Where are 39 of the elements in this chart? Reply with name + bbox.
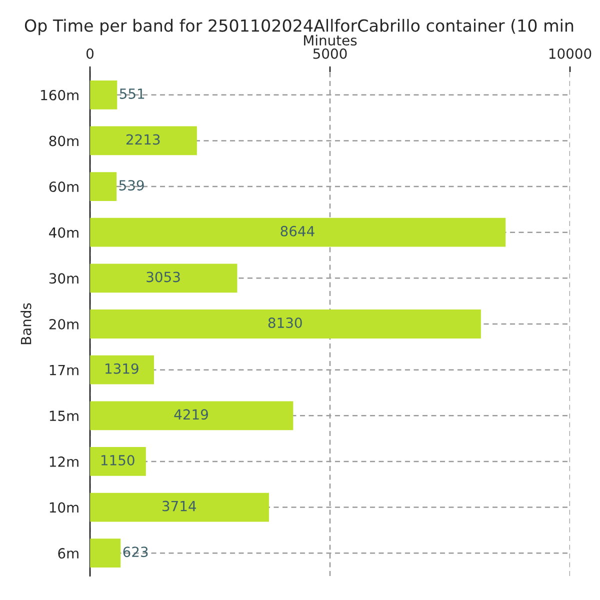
x-tick-label: 0 <box>86 48 94 59</box>
y-tick-label: 80m <box>49 136 78 146</box>
data-label: 1150 <box>101 454 134 466</box>
data-label: 551 <box>120 88 144 99</box>
bar <box>90 447 146 476</box>
bar <box>90 401 294 430</box>
bar <box>90 126 197 156</box>
y-tick-label: 15m <box>50 410 78 422</box>
bar <box>90 172 117 201</box>
bar <box>90 355 154 384</box>
bar <box>90 80 118 110</box>
data-label: 2213 <box>126 134 160 145</box>
y-tick-label: 12m <box>50 456 78 467</box>
data-label: 4219 <box>174 409 208 420</box>
x-tick-label: 5000 <box>313 48 347 59</box>
y-tick-label: 60m <box>49 182 78 192</box>
bar <box>90 538 121 568</box>
data-label: 8644 <box>280 226 314 236</box>
bar <box>90 264 238 293</box>
chart-title: Op Time per band for 2501102024AllforCabrillo container (10 min <box>24 18 574 36</box>
y-tick-label: 17m <box>50 364 78 376</box>
bar <box>90 310 481 338</box>
y-axis-title: Bands <box>20 303 32 344</box>
data-label: 8130 <box>268 318 302 328</box>
data-label: 3714 <box>162 500 196 512</box>
y-tick-label: 10m <box>50 502 78 513</box>
y-tick-label: 160m <box>41 90 78 100</box>
y-tick-label: 6m <box>58 548 78 559</box>
y-tick-label: 40m <box>49 227 78 238</box>
y-tick-label: 30m <box>49 273 78 284</box>
data-label: 623 <box>123 546 148 558</box>
x-tick-label: 10000 <box>549 48 592 59</box>
bar <box>90 492 269 522</box>
bar <box>90 218 506 247</box>
data-label: 539 <box>119 180 144 191</box>
y-tick-label: 20m <box>49 318 78 330</box>
x-axis-title: Minutes <box>304 34 357 46</box>
data-label: 3053 <box>146 272 180 282</box>
data-label: 1319 <box>106 363 138 374</box>
